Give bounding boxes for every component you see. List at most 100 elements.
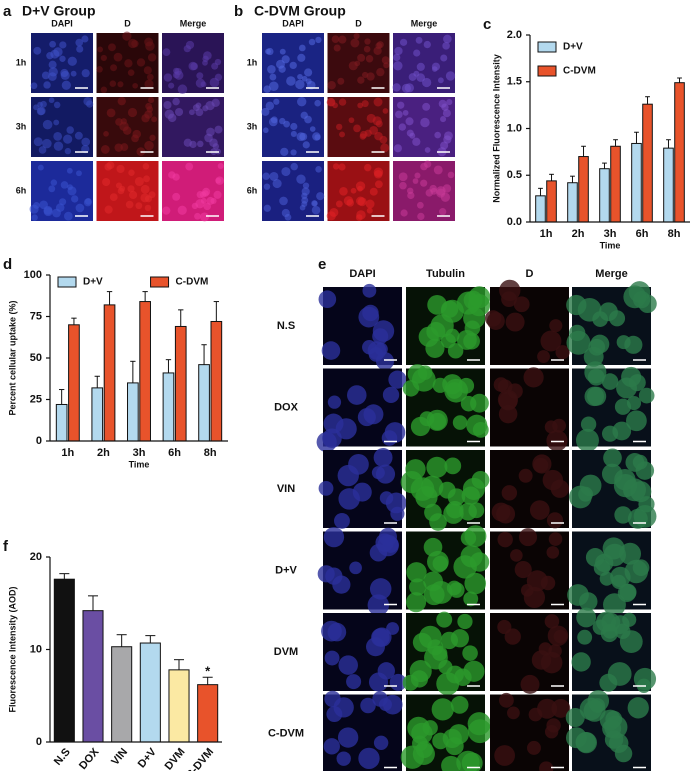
cell — [296, 132, 306, 142]
y-tick-label: 50 — [30, 352, 42, 364]
cell — [456, 750, 480, 775]
x-tick-label: D+V — [136, 746, 160, 771]
cell — [290, 122, 298, 131]
x-tick-label: 1h — [540, 228, 553, 240]
cell — [321, 341, 341, 360]
cell — [52, 208, 61, 218]
bar — [578, 156, 589, 223]
x-tick-label: 1h — [61, 447, 74, 459]
cell — [273, 98, 280, 105]
cell — [410, 416, 431, 437]
y-axis-label: Fluorescence Intensity (AOD) — [7, 586, 17, 712]
cell — [177, 84, 188, 95]
cell — [425, 189, 434, 197]
cell — [338, 35, 347, 44]
cell — [149, 134, 156, 141]
cell — [350, 38, 360, 48]
cell — [432, 732, 449, 750]
cell — [74, 131, 83, 140]
cell — [185, 162, 194, 171]
cell — [49, 40, 57, 48]
x-tick-label: VIN — [109, 746, 130, 768]
row-label: 3h — [247, 121, 258, 131]
micrograph — [162, 161, 224, 221]
cell — [433, 165, 443, 175]
cell — [440, 141, 449, 150]
cell — [440, 299, 464, 323]
cell — [463, 332, 480, 350]
cell — [398, 123, 407, 131]
cell — [214, 125, 223, 134]
cell — [43, 207, 53, 217]
cell — [53, 101, 61, 109]
cell — [565, 708, 585, 728]
cell — [213, 190, 222, 199]
cell — [464, 572, 487, 595]
cell — [383, 62, 390, 69]
cell — [578, 592, 598, 611]
cell — [518, 528, 538, 547]
cell — [363, 163, 372, 172]
cell — [460, 530, 477, 546]
cell — [315, 36, 322, 44]
cell — [371, 628, 390, 647]
cell — [323, 413, 344, 434]
cell — [163, 100, 172, 110]
bar — [567, 182, 578, 223]
cell — [442, 42, 450, 50]
cell — [373, 97, 383, 107]
cell — [131, 134, 139, 143]
cell — [81, 69, 90, 78]
cell — [532, 454, 552, 474]
cell — [402, 109, 409, 116]
cell — [144, 195, 153, 203]
cell — [400, 209, 408, 217]
cell — [520, 584, 534, 597]
cell — [331, 35, 340, 43]
cell — [175, 108, 184, 117]
cell — [297, 73, 303, 80]
row-label: DVM — [274, 646, 298, 658]
cell — [382, 108, 389, 114]
legend-label: C-DVM — [176, 277, 209, 288]
cell — [146, 106, 154, 113]
cell — [318, 290, 337, 309]
cell — [357, 53, 366, 62]
y-tick-label: 0.0 — [507, 216, 522, 228]
bar — [127, 382, 139, 442]
cell — [143, 66, 152, 75]
cell — [602, 719, 622, 739]
cell — [353, 124, 361, 133]
cell — [460, 395, 477, 412]
cell — [444, 131, 453, 141]
cell — [440, 54, 448, 62]
cell — [431, 698, 454, 721]
cell — [172, 173, 180, 181]
cell — [177, 205, 187, 215]
cell — [298, 44, 306, 52]
column-label: D — [124, 18, 131, 28]
y-tick-label: 25 — [30, 393, 42, 405]
y-tick-label: 0 — [36, 736, 42, 748]
cell — [369, 578, 392, 600]
cell — [117, 81, 124, 88]
cell — [577, 629, 593, 645]
cell — [147, 53, 157, 62]
cell — [507, 383, 523, 399]
cell — [406, 129, 414, 137]
cell — [523, 367, 544, 388]
row-label: 6h — [247, 185, 258, 195]
cell — [203, 51, 212, 60]
panel-title: D+V Group — [22, 3, 96, 19]
cell — [463, 660, 485, 682]
row-label: DOX — [274, 401, 299, 413]
cell — [50, 179, 58, 186]
cell — [406, 592, 427, 613]
cell — [375, 120, 383, 128]
cell — [84, 197, 92, 205]
cell — [368, 672, 389, 692]
cell — [36, 107, 45, 116]
column-label: Tubulin — [426, 268, 465, 280]
cell — [217, 163, 224, 170]
cell — [301, 75, 308, 82]
